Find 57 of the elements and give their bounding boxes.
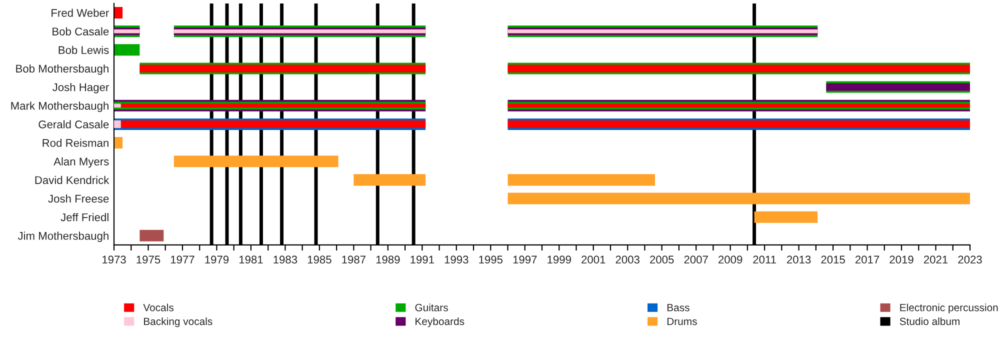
bar [114, 44, 140, 56]
x-tick-label: 2015 [821, 256, 845, 264]
x-tick-label: 2003 [616, 256, 640, 264]
x-tick-label: 2021 [924, 256, 948, 264]
x-tick-label: 2013 [787, 256, 811, 264]
bar [508, 192, 970, 204]
x-tick-label: 2019 [890, 256, 914, 264]
bar [508, 174, 655, 186]
x-tick-label: 1985 [308, 256, 332, 264]
bar [114, 104, 121, 108]
y-tick-label: Jeff Friedl [60, 213, 108, 222]
y-tick-label: Alan Myers [54, 157, 109, 168]
bar [114, 137, 123, 149]
legend-label: Studio album [900, 317, 960, 326]
y-tick-label: Fred Weber [52, 8, 109, 17]
legend-label: Bass [667, 304, 690, 312]
y-tick-label: Josh Hager [52, 83, 109, 94]
x-tick-label: 1997 [513, 256, 537, 264]
x-tick-label: 2017 [855, 256, 880, 264]
bar [120, 120, 426, 128]
x-tick-label: 1973 [102, 256, 126, 264]
x-tick-label: 1995 [479, 256, 503, 264]
y-tick-label: David Kendrick [35, 176, 110, 184]
y-tick-label: Bob Lewis [58, 46, 109, 54]
bar [354, 174, 426, 186]
legend-label: Drums [667, 318, 697, 326]
bar [754, 211, 818, 223]
y-tick-label: Gerald Casale [38, 120, 109, 128]
y-tick-label: Rod Reisman [42, 138, 108, 147]
x-tick-label: 2009 [718, 256, 742, 264]
x-tick-label: 2007 [684, 256, 708, 264]
x-tick-label: 2011 [753, 256, 776, 264]
x-tick-label: 2001 [582, 256, 606, 264]
x-tick-label: 1989 [376, 256, 400, 264]
legend-label: Vocals [143, 304, 174, 312]
x-tick-label: 1991 [410, 256, 434, 264]
bar [140, 230, 164, 242]
x-tick-label: 1999 [548, 256, 571, 264]
x-tick-label: 2023 [958, 256, 982, 264]
x-tick-label: 1977 [170, 256, 194, 264]
x-tick-label: 2005 [650, 256, 674, 264]
x-tick-label: 1975 [136, 256, 160, 264]
legend-label: Electronic percussion [900, 304, 998, 314]
x-tick-label: 1981 [239, 256, 263, 264]
y-tick-label: Bob Mothersbaugh [16, 64, 108, 75]
y-tick-label: Jim Mothersbaugh [18, 232, 108, 242]
y-tick-label: Bob Casale [52, 27, 109, 36]
x-tick-label: 1993 [444, 256, 468, 264]
legend-label: Keyboards [416, 317, 464, 328]
bar [174, 156, 338, 168]
legend-label: Guitars [415, 304, 448, 312]
y-tick-label: Josh Freese [48, 194, 109, 203]
x-tick-label: 1987 [342, 256, 366, 264]
y-tick-label: Mark Mothersbaugh [11, 102, 108, 112]
legend-label: Backing vocals [144, 317, 212, 328]
x-tick-label: 1983 [274, 256, 298, 264]
x-tick-label: 1979 [205, 256, 229, 264]
